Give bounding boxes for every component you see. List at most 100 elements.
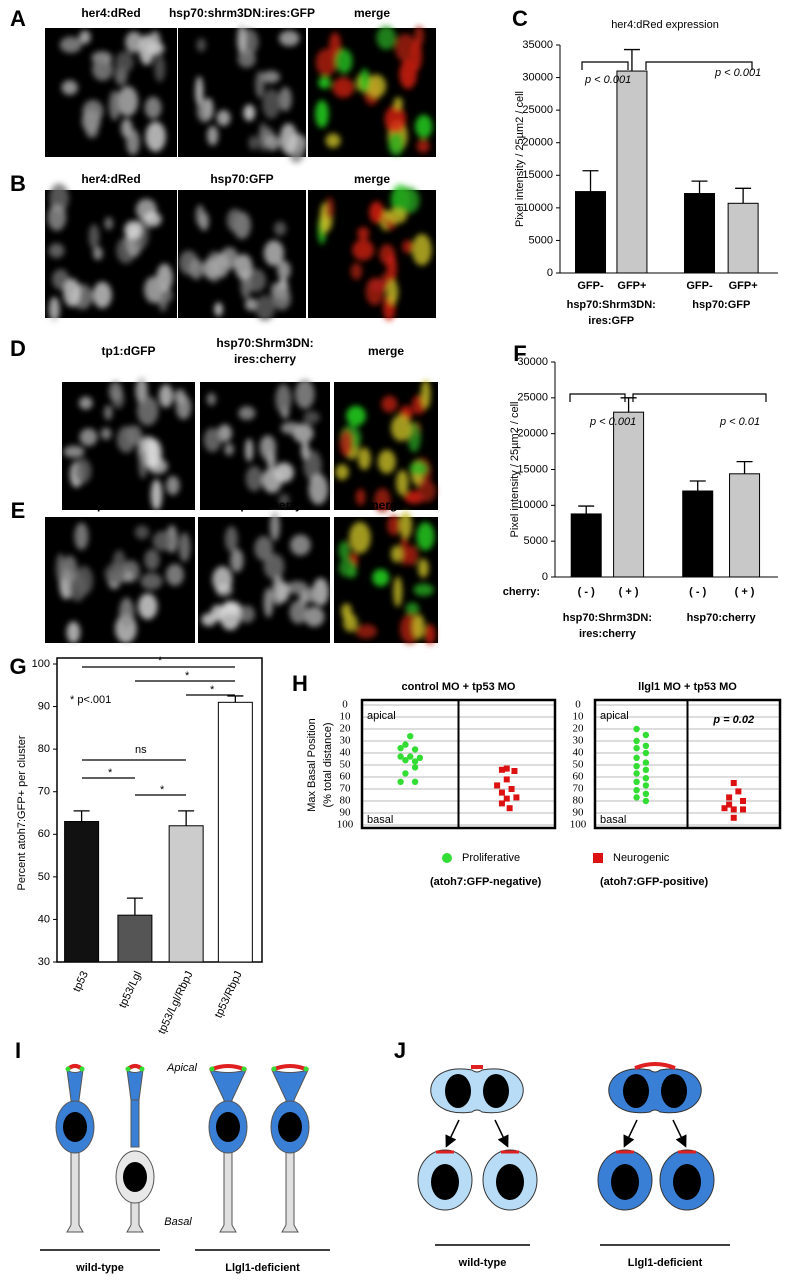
y-tick-label: 30000 <box>522 71 553 83</box>
cell-signal <box>117 86 139 117</box>
significance-bracket <box>569 393 626 402</box>
cell-signal <box>116 425 136 453</box>
cell-signal <box>79 396 93 410</box>
y-tick-label: 35000 <box>522 39 553 51</box>
cell-signal <box>388 132 404 156</box>
cell-signal <box>82 99 104 123</box>
y-tick-label: 10000 <box>517 499 548 511</box>
cell-signal <box>74 565 94 596</box>
point <box>642 749 650 757</box>
cell-signal <box>402 240 414 254</box>
apical-cap <box>271 1064 309 1072</box>
micrograph-label: hsp70:GFP <box>210 172 273 186</box>
cell-signal <box>399 59 417 89</box>
y-axis-label: Pixel intensity / 25µm2 / cell <box>509 402 521 538</box>
cell-signal <box>224 526 238 552</box>
junction <box>271 1066 277 1072</box>
cell-signal <box>212 566 233 593</box>
y-tick-label: 15000 <box>517 463 548 475</box>
cell-signal <box>263 587 274 618</box>
bar <box>682 490 714 578</box>
y-tick-label: 40 <box>573 747 585 759</box>
cell-signal <box>217 424 232 442</box>
cell-signal <box>47 203 67 231</box>
error-bar <box>126 897 143 916</box>
cell-signal <box>125 31 143 53</box>
cell-signal <box>357 447 371 470</box>
cell-fate-label: N <box>131 1171 140 1183</box>
panel-letter: F <box>513 341 526 366</box>
cell-signal <box>61 80 78 96</box>
micrograph-signal <box>63 377 192 511</box>
cell-signal <box>329 32 342 58</box>
y-tick-label: 90 <box>573 807 585 819</box>
micrograph-label: her4:dRed <box>81 172 140 186</box>
y-tick-label: 30000 <box>517 356 548 368</box>
panel-title: llgl1 MO + tp53 MO <box>638 681 737 693</box>
junction <box>79 1066 85 1072</box>
bar <box>684 193 716 274</box>
panel-letter: H <box>292 671 308 696</box>
cell-signal <box>237 24 247 55</box>
x-tick-label: tp53/RbpJ <box>213 969 245 1020</box>
dividing-cell <box>430 1068 524 1114</box>
cell-signal <box>115 51 134 74</box>
cell-signal <box>390 545 403 563</box>
panel-letter: C <box>512 6 528 31</box>
y-axis-label: Max Basal Position <box>306 718 318 812</box>
cell-signal <box>74 522 89 550</box>
cell-signal <box>318 76 331 89</box>
micrograph-label: hsp70:shrm3DN:ires:GFP <box>169 6 315 20</box>
micrograph-signal <box>201 511 329 631</box>
cell-signal <box>387 514 401 536</box>
point <box>503 795 510 802</box>
cell-signal <box>352 239 375 261</box>
x-tick-label: GFP+ <box>729 280 758 292</box>
cell-signal <box>301 440 310 460</box>
cell-signal <box>93 246 103 261</box>
significance-bracket <box>645 61 753 70</box>
point <box>494 782 501 789</box>
point <box>730 806 737 813</box>
point <box>730 780 737 786</box>
cell-signal <box>416 139 430 153</box>
cell-signal <box>259 435 277 461</box>
y-tick-label: 0 <box>575 699 581 711</box>
cell-signal <box>411 40 423 72</box>
cell-signal <box>420 379 431 409</box>
cell-signal <box>104 405 113 421</box>
y-tick-label: 80 <box>573 795 585 807</box>
cell-signal <box>369 201 384 224</box>
micrograph-label: ires:cherry <box>234 352 296 366</box>
y-tick-label: 30 <box>340 735 352 747</box>
cell-signal <box>339 430 353 457</box>
point <box>397 745 404 752</box>
bar <box>168 825 204 963</box>
cell-signal <box>365 74 387 98</box>
cell-fate-label: N <box>441 1176 450 1188</box>
y-tick-label: 10 <box>340 711 352 723</box>
nucleus <box>123 1162 147 1192</box>
cell-signal <box>289 600 308 624</box>
y-tick-label: 40 <box>38 913 50 925</box>
error-bar <box>578 505 595 514</box>
basal-label: basal <box>600 814 626 826</box>
error-bar <box>620 397 637 413</box>
nucleus <box>63 1112 87 1142</box>
cell-fate-label: P <box>71 1121 79 1133</box>
legend-label: Neurogenic <box>613 852 670 864</box>
point <box>397 753 404 760</box>
nucleus <box>496 1164 524 1200</box>
cell-signal <box>66 621 81 644</box>
point <box>642 782 650 789</box>
point <box>407 733 414 740</box>
cell-signal <box>395 33 416 62</box>
error-bar <box>126 897 143 916</box>
cell-signal <box>93 57 107 79</box>
cell-signal <box>207 125 219 146</box>
point <box>503 765 510 772</box>
cell-endfoot <box>66 1224 84 1233</box>
cell-signal <box>48 296 60 322</box>
annotation: * <box>185 670 190 682</box>
cell-signal <box>376 25 396 50</box>
